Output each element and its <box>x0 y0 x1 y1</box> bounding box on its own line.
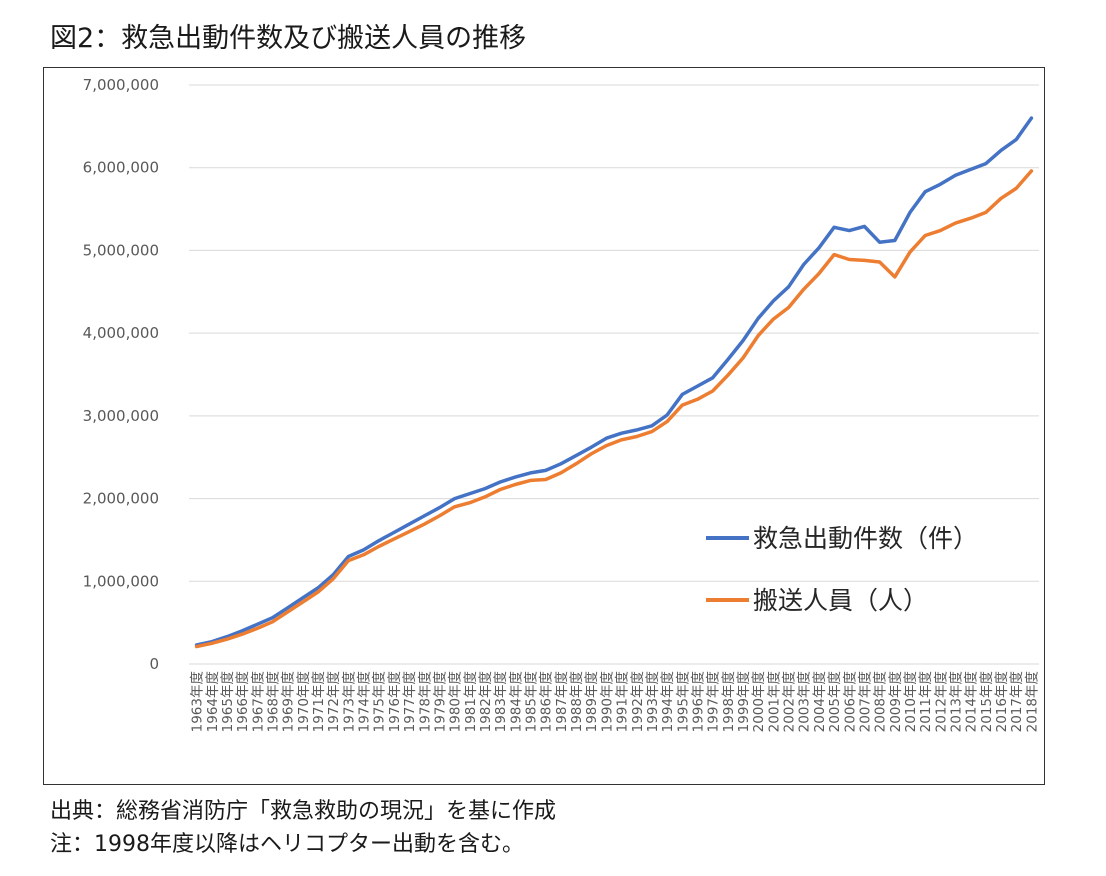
x-tick-label: 1974年度 <box>357 671 373 732</box>
x-tick-label: 2000年度 <box>751 671 767 732</box>
line-chart: 0 1,000,000 2,000,000 3,000,000 4,000,000 5,0… <box>83 76 1041 732</box>
x-tick-label: 1987年度 <box>554 671 570 732</box>
x-tick-label: 2013年度 <box>949 671 965 732</box>
x-tick-label: 2011年度 <box>918 671 934 732</box>
x-tick-label: 1971年度 <box>311 671 327 732</box>
x-tick-label: 1982年度 <box>478 671 494 732</box>
x-tick-label: 2009年度 <box>888 671 904 732</box>
x-tick-label: 1993年度 <box>645 671 661 732</box>
x-tick-label: 1984年度 <box>508 671 524 732</box>
y-tick-label: 7,000,000 <box>83 76 159 94</box>
chart-frame: 0 1,000,000 2,000,000 3,000,000 4,000,000 5,0… <box>43 67 1045 785</box>
x-tick-label: 2004年度 <box>812 671 828 732</box>
x-tick-label: 2015年度 <box>979 671 995 732</box>
x-tick-label: 1973年度 <box>341 671 357 732</box>
x-tick-label: 1986年度 <box>539 671 555 732</box>
figure-title: 図2：救急出動件数及び搬送人員の推移 <box>50 23 527 54</box>
x-tick-label: 2005年度 <box>827 671 843 732</box>
x-tick-label: 1983年度 <box>493 671 509 732</box>
x-tick-label: 1970年度 <box>296 671 312 732</box>
x-tick-label: 1995年度 <box>675 671 691 732</box>
legend-label-1: 救急出動件数（件） <box>753 524 978 553</box>
x-tick-label: 1997年度 <box>706 671 722 732</box>
x-tick-label: 1966年度 <box>235 671 251 732</box>
x-tick-label: 2006年度 <box>842 671 858 732</box>
x-tick-label: 2002年度 <box>782 671 798 732</box>
y-tick-label: 0 <box>149 655 159 673</box>
x-tick-label: 1991年度 <box>615 671 631 732</box>
x-tick-label: 1969年度 <box>281 671 297 732</box>
x-tick-label: 2001年度 <box>766 671 782 732</box>
x-tick-label: 1985年度 <box>524 671 540 732</box>
x-tick-label: 1989年度 <box>584 671 600 732</box>
y-tick-label: 4,000,000 <box>83 324 159 342</box>
x-tick-label: 2010年度 <box>903 671 919 732</box>
x-tick-label: 2008年度 <box>873 671 889 732</box>
source-note: 出典：総務省消防庁「救急救助の現況」を基に作成 <box>50 799 557 824</box>
x-tick-label: 1965年度 <box>220 671 236 732</box>
legend: 救急出動件数（件） 搬送人員（人） <box>706 524 978 615</box>
x-tick-label: 1994年度 <box>660 671 676 732</box>
x-tick-label: 2014年度 <box>964 671 980 732</box>
y-tick-label: 3,000,000 <box>83 407 159 425</box>
x-tick-label: 1980年度 <box>448 671 464 732</box>
y-tick-label: 5,000,000 <box>83 241 159 259</box>
y-tick-label: 6,000,000 <box>83 159 159 177</box>
x-axis-ticks: 1963年度 1964年度 1965年度 1966年度 1967年度 1968年度 1969… <box>190 671 1041 732</box>
x-tick-label: 1975年度 <box>372 671 388 732</box>
x-tick-label: 1992年度 <box>630 671 646 732</box>
x-tick-label: 2017年度 <box>1009 671 1025 732</box>
x-tick-label: 1963年度 <box>190 671 206 732</box>
x-tick-label: 2012年度 <box>933 671 949 732</box>
x-tick-label: 1977年度 <box>402 671 418 732</box>
x-tick-label: 1967年度 <box>250 671 266 732</box>
gridlines <box>189 84 1039 665</box>
x-tick-label: 2016年度 <box>994 671 1010 732</box>
legend-label-2: 搬送人員（人） <box>753 586 928 615</box>
series-lines <box>194 116 1034 649</box>
x-tick-label: 1981年度 <box>463 671 479 732</box>
x-tick-label: 1998年度 <box>721 671 737 732</box>
remark-note: 注：1998年度以降はヘリコプター出動を含む。 <box>50 832 524 857</box>
x-tick-label: 1990年度 <box>599 671 615 732</box>
series-line-1 <box>194 116 1034 647</box>
x-tick-label: 1976年度 <box>387 671 403 732</box>
x-tick-label: 2018年度 <box>1024 671 1040 732</box>
x-tick-label: 2003年度 <box>797 671 813 732</box>
x-tick-label: 1999年度 <box>736 671 752 732</box>
x-tick-label: 1979年度 <box>432 671 448 732</box>
x-tick-label: 2007年度 <box>857 671 873 732</box>
series-line-2 <box>194 169 1034 649</box>
x-tick-label: 1964年度 <box>205 671 221 732</box>
x-tick-label: 1996年度 <box>690 671 706 732</box>
y-axis-ticks: 0 1,000,000 2,000,000 3,000,000 4,000,000 5,0… <box>83 76 159 673</box>
x-tick-label: 1972年度 <box>326 671 342 732</box>
x-tick-label: 1968年度 <box>265 671 281 732</box>
y-tick-label: 1,000,000 <box>83 572 159 590</box>
x-tick-label: 1988年度 <box>569 671 585 732</box>
x-tick-label: 1978年度 <box>417 671 433 732</box>
y-tick-label: 2,000,000 <box>83 490 159 508</box>
